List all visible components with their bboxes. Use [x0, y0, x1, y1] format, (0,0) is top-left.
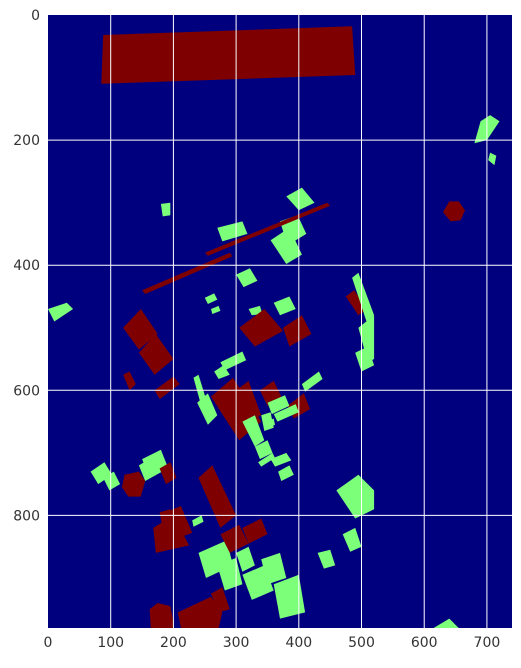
region-red-70: [211, 587, 230, 613]
region-green-62: [261, 552, 287, 585]
x-axis: 0 100 200 300 400 500 600 700: [44, 635, 501, 651]
region-green-48: [142, 449, 168, 475]
region-green-58: [236, 546, 255, 572]
region-green-4: [286, 187, 315, 211]
region-green-13: [204, 293, 218, 304]
x-tick-label: 100: [97, 635, 124, 651]
region-green-27: [214, 365, 230, 379]
region-red-68: [149, 603, 174, 628]
region-red-59: [220, 524, 249, 553]
region-green-10: [217, 221, 248, 242]
x-tick-label: 0: [44, 635, 53, 651]
grid-lines: [48, 15, 512, 628]
region-green-25: [358, 315, 375, 363]
region-green-11: [236, 268, 258, 288]
region-green-45: [90, 462, 112, 485]
region-green-12: [48, 302, 74, 322]
region-green-65: [342, 527, 362, 552]
x-tick-label: 200: [160, 635, 187, 651]
region-green-42: [258, 452, 275, 467]
region-green-55: [192, 515, 204, 527]
region-green-28: [220, 351, 247, 371]
region-green-26: [355, 346, 375, 372]
region-green-67: [433, 618, 459, 628]
region-green-35: [267, 395, 290, 415]
region-green-15: [248, 305, 263, 316]
region-red-51: [198, 465, 237, 528]
region-red-22: [283, 315, 312, 347]
region-green-3: [160, 202, 171, 217]
region-green-40: [242, 415, 265, 447]
region-red-5: [443, 201, 465, 222]
region-red-17: [123, 309, 158, 350]
region-green-7: [270, 227, 302, 264]
region-red-54: [165, 506, 193, 538]
region-green-66: [317, 549, 336, 569]
region-red-49: [122, 471, 146, 497]
region-red-18: [138, 334, 174, 375]
region-green-24: [352, 272, 375, 322]
y-tick-label: 400: [13, 258, 40, 274]
region-red-23: [345, 290, 368, 316]
region-red-9: [142, 252, 233, 294]
region-green-43: [270, 452, 292, 467]
region-green-41: [254, 440, 273, 460]
region-red-21: [239, 309, 284, 347]
region-red-0: [101, 26, 356, 84]
y-tick-label: 0: [31, 8, 40, 24]
y-tick-label: 800: [13, 508, 40, 524]
region-green-46: [103, 471, 121, 491]
region-green-30: [197, 393, 218, 425]
plot-background: [48, 15, 512, 628]
x-tick-label: 600: [411, 635, 438, 651]
x-tick-label: 700: [474, 635, 501, 651]
x-tick-label: 500: [348, 635, 375, 651]
region-green-2: [488, 152, 497, 166]
x-tick-label: 400: [285, 635, 312, 651]
region-green-64: [336, 474, 375, 519]
y-tick-label: 600: [13, 383, 40, 399]
region-red-50: [159, 462, 177, 485]
region-red-19: [123, 371, 136, 391]
region-green-63: [273, 574, 306, 619]
x-tick-label: 300: [223, 635, 250, 651]
region-green-37: [301, 371, 323, 392]
y-tick-label: 200: [13, 133, 40, 149]
region-red-32: [236, 380, 262, 422]
region-red-60: [242, 518, 268, 544]
region-green-14: [211, 305, 221, 314]
region-red-53: [153, 515, 190, 553]
region-green-36: [273, 404, 299, 422]
region-red-69: [177, 596, 223, 628]
region-green-44: [278, 465, 294, 481]
y-axis: 0 200 400 600 800: [13, 8, 40, 524]
region-green-16: [273, 296, 296, 316]
region-green-39: [267, 418, 275, 428]
